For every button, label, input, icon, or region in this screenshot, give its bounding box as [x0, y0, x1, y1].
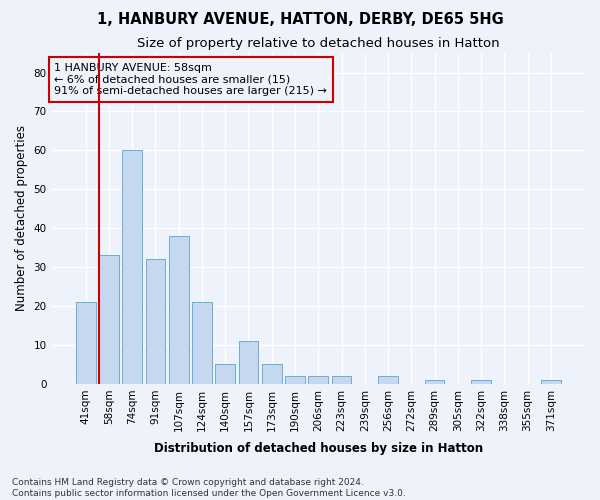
Y-axis label: Number of detached properties: Number of detached properties [15, 126, 28, 312]
Bar [332, 376, 352, 384]
Bar [169, 236, 188, 384]
Bar [192, 302, 212, 384]
Bar [99, 256, 119, 384]
Bar [239, 341, 259, 384]
Title: Size of property relative to detached houses in Hatton: Size of property relative to detached ho… [137, 38, 500, 51]
Bar [425, 380, 445, 384]
Bar [76, 302, 95, 384]
Bar [471, 380, 491, 384]
Bar [262, 364, 281, 384]
Bar [541, 380, 561, 384]
Text: 1 HANBURY AVENUE: 58sqm
← 6% of detached houses are smaller (15)
91% of semi-det: 1 HANBURY AVENUE: 58sqm ← 6% of detached… [54, 63, 327, 96]
Bar [378, 376, 398, 384]
X-axis label: Distribution of detached houses by size in Hatton: Distribution of detached houses by size … [154, 442, 483, 455]
Bar [122, 150, 142, 384]
Bar [146, 260, 166, 384]
Text: 1, HANBURY AVENUE, HATTON, DERBY, DE65 5HG: 1, HANBURY AVENUE, HATTON, DERBY, DE65 5… [97, 12, 503, 28]
Bar [285, 376, 305, 384]
Text: Contains HM Land Registry data © Crown copyright and database right 2024.
Contai: Contains HM Land Registry data © Crown c… [12, 478, 406, 498]
Bar [308, 376, 328, 384]
Bar [215, 364, 235, 384]
